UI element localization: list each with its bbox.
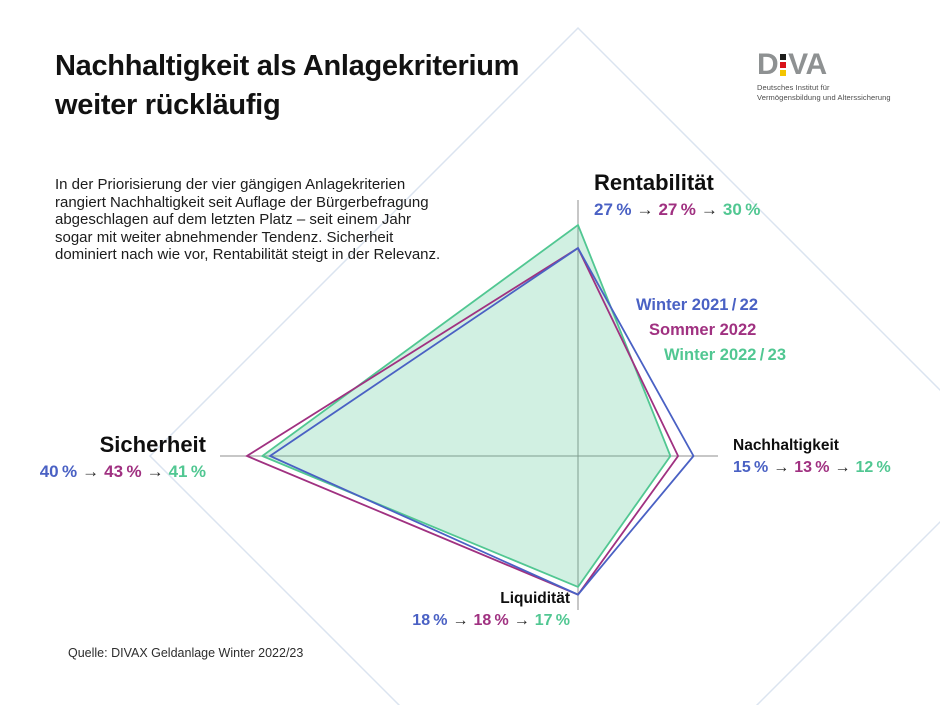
axis-label-sicherheit: Sicherheit (99, 432, 206, 457)
legend-item-winter-2021-22: Winter 2021 / 22 (636, 296, 759, 314)
intro-text: In der Priorisierung der vier gängigen A… (55, 176, 441, 264)
value-liquiditaet-sommer22: 18 % (473, 612, 509, 629)
trend-arrow-icon: → (773, 459, 790, 476)
trend-arrow-icon: → (513, 612, 530, 629)
value-nachhaltigkeit-winter2122: 15 % (733, 459, 769, 476)
value-rentabilitaet-winter2122: 27 % (594, 200, 632, 219)
value-liquiditaet-winter2122: 18 % (412, 612, 448, 629)
trend-arrow-icon: → (452, 612, 469, 629)
axis-values-rentabilitaet: 27 % → 27 % → 30 % (594, 200, 760, 219)
source-note: Quelle: DIVAX Geldanlage Winter 2022/23 (68, 646, 304, 660)
axis-panel-liquiditaet: Liquidität 18 % → 18 % → 17 % (330, 590, 570, 630)
trend-arrow-icon: → (82, 462, 100, 481)
trend-arrow-icon: → (636, 200, 654, 219)
logo-letters-va: VA (788, 47, 827, 81)
axis-panel-sicherheit: Sicherheit 40 % → 43 % → 41 % (0, 432, 206, 482)
trend-arrow-icon: → (834, 459, 851, 476)
value-sicherheit-sommer22: 43 % (104, 462, 142, 481)
flag-gold-square (780, 69, 787, 76)
value-nachhaltigkeit-sommer22: 13 % (794, 459, 830, 476)
series-polygon-0 (268, 246, 695, 596)
logo-tagline-line2: Vermögensbildung und Alterssicherung (757, 93, 891, 102)
value-liquiditaet-winter2223: 17 % (534, 612, 570, 629)
diva-logo-wordmark: D VA (757, 47, 891, 81)
axis-label-nachhaltigkeit: Nachhaltigkeit (733, 437, 839, 454)
page-title: Nachhaltigkeit als Anlagekriterium weite… (55, 47, 519, 125)
trend-arrow-icon: → (700, 200, 718, 219)
axis-panel-rentabilitaet: Rentabilität 27 % → 27 % → 30 % (594, 170, 760, 220)
logo-tagline-line1: Deutsches Institut für (757, 83, 830, 92)
legend-item-winter-2022-23: Winter 2022 / 23 (664, 346, 787, 364)
legend-item-sommer-2022: Sommer 2022 (649, 321, 757, 339)
axis-values-liquiditaet: 18 % → 18 % → 17 % (330, 612, 570, 630)
value-sicherheit-winter2223: 41 % (168, 462, 206, 481)
outer-ring (148, 26, 940, 705)
axis-values-sicherheit: 40 % → 43 % → 41 % (0, 462, 206, 481)
value-sicherheit-winter2122: 40 % (39, 462, 78, 481)
flag-black-square (780, 53, 787, 60)
flag-red-square (780, 61, 787, 68)
axis-panel-nachhaltigkeit: Nachhaltigkeit 15 % → 13 % → 12 % (733, 437, 891, 477)
axis-label-rentabilitaet: Rentabilität (594, 170, 714, 195)
logo-letter-d: D (757, 47, 779, 81)
axis-values-nachhaltigkeit: 15 % → 13 % → 12 % (733, 459, 891, 477)
german-flag-icon (780, 53, 787, 76)
value-rentabilitaet-sommer22: 27 % (658, 200, 696, 219)
series-polygon-2 (260, 223, 672, 589)
page-title-line1: Nachhaltigkeit als Anlagekriterium (55, 50, 520, 82)
logo-tagline: Deutsches Institut für Vermögensbildung … (757, 83, 891, 103)
page-title-line2: weiter rückläufig (55, 89, 281, 121)
value-nachhaltigkeit-winter2223: 12 % (855, 459, 891, 476)
value-rentabilitaet-winter2223: 30 % (722, 200, 761, 219)
axis-label-liquiditaet: Liquidität (500, 590, 570, 607)
diva-logo: D VA Deutsches Institut für Vermögensbil… (757, 47, 891, 103)
trend-arrow-icon: → (146, 462, 164, 481)
